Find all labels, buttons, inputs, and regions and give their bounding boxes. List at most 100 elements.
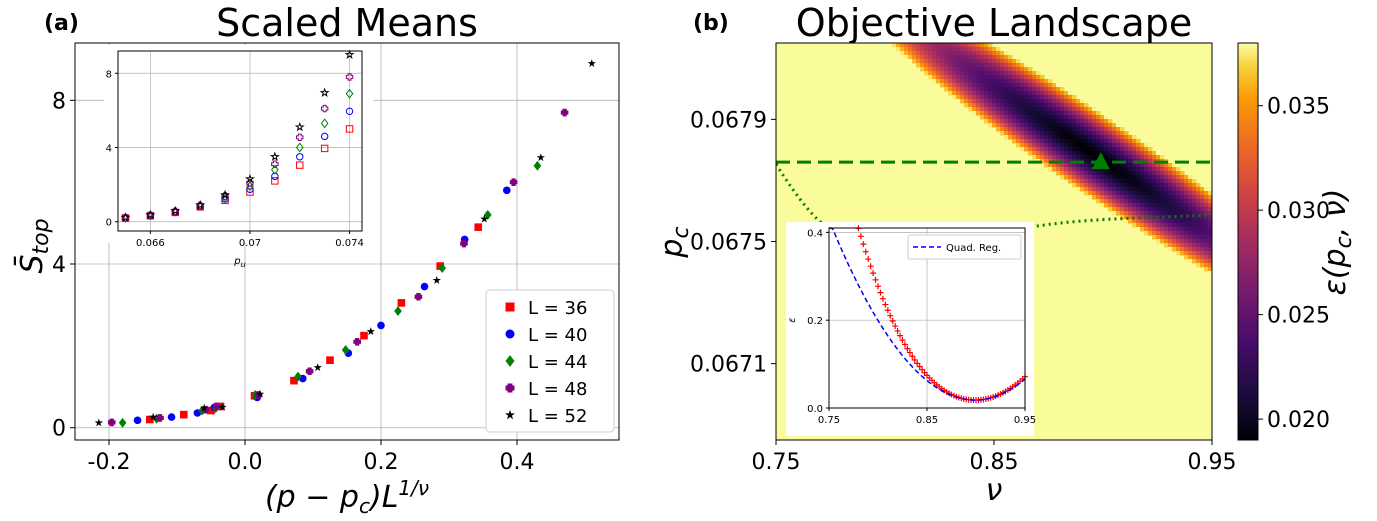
heatmap-cell — [1004, 127, 1009, 132]
heatmap-cell — [1132, 163, 1137, 168]
heatmap-cell — [1184, 235, 1189, 240]
heatmap-cell — [1160, 231, 1165, 236]
heatmap-cell — [1164, 203, 1169, 208]
heatmap-cell — [1136, 227, 1141, 232]
colorbar-tick-label: 0.020 — [1267, 408, 1330, 433]
heatmap-cell — [1044, 83, 1049, 88]
heatmap-cell — [1172, 211, 1177, 216]
heatmap-cell — [916, 47, 921, 52]
heatmap-cell — [948, 71, 953, 76]
heatmap-cell — [1100, 167, 1105, 172]
legend-a-label: L = 52 — [528, 406, 587, 427]
heatmap-cell — [948, 47, 953, 52]
heatmap-cell — [1144, 199, 1149, 204]
heatmap-cell — [1144, 187, 1149, 192]
heatmap-cell — [1036, 111, 1041, 116]
heatmap-cell — [1132, 175, 1137, 180]
inset-a-point-star — [319, 87, 330, 98]
heatmap-cell — [1172, 235, 1177, 240]
heatmap-cell — [1016, 71, 1021, 76]
heatmap-cell — [1080, 119, 1085, 124]
heatmap-cell — [1156, 171, 1161, 176]
heatmap-cell — [1080, 127, 1085, 132]
heatmap-cell — [1028, 91, 1033, 96]
heatmap-cell — [1180, 175, 1185, 180]
tick-b-y-label: 0.0679 — [690, 108, 767, 133]
tick-inset-a-x-label: 0.07 — [239, 238, 261, 249]
heatmap-cell — [1172, 199, 1177, 204]
heatmap-cell — [1028, 143, 1033, 148]
heatmap-cell — [1116, 123, 1121, 128]
heatmap-cell — [1084, 191, 1089, 196]
heatmap-cell — [1080, 123, 1085, 128]
heatmap-cell — [1112, 195, 1117, 200]
heatmap-cell — [1080, 99, 1085, 104]
heatmap-cell — [928, 51, 933, 56]
heatmap-cell — [1156, 163, 1161, 168]
heatmap-cell — [1200, 243, 1205, 248]
heatmap-cell — [1008, 127, 1013, 132]
heatmap-cell — [1104, 147, 1109, 152]
inset-b-ylabel: ε — [787, 317, 798, 323]
heatmap-cell — [1060, 111, 1065, 116]
heatmap-cell — [1116, 171, 1121, 176]
inset-b-data-point — [901, 341, 908, 348]
heatmap-cell — [1188, 183, 1193, 188]
heatmap-cell — [920, 55, 925, 60]
heatmap-cell — [1032, 115, 1037, 120]
heatmap-cell — [1132, 179, 1137, 184]
inset-a-point-star — [294, 121, 305, 132]
heatmap-cell — [1208, 263, 1212, 268]
heatmap-cell — [944, 79, 949, 84]
heatmap-cell — [1192, 243, 1197, 248]
heatmap-cell — [1096, 191, 1101, 196]
heatmap-cell — [1004, 79, 1009, 84]
heatmap-cell — [1080, 103, 1085, 108]
heatmap-cell — [1180, 207, 1185, 212]
heatmap-cell — [996, 107, 1001, 112]
heatmap-cell — [1064, 151, 1069, 156]
heatmap-cell — [1096, 115, 1101, 120]
heatmap-cell — [1076, 143, 1081, 148]
heatmap-cell — [1080, 167, 1085, 172]
heatmap-cell — [1200, 235, 1205, 240]
heatmap-cell — [1020, 135, 1025, 140]
heatmap-cell — [1068, 95, 1073, 100]
heatmap-cell — [1024, 135, 1029, 140]
heatmap-cell — [1104, 171, 1109, 176]
heatmap-cell — [1188, 207, 1193, 212]
heatmap-cell — [1048, 83, 1053, 88]
heatmap-cell — [1052, 167, 1057, 172]
heatmap-cell — [1204, 259, 1209, 264]
tick-inset-b-y-label: 0.0 — [807, 404, 823, 415]
heatmap-cell — [1056, 139, 1061, 144]
heatmap-cell — [1188, 251, 1193, 256]
heatmap-cell — [1148, 175, 1153, 180]
heatmap-cell — [996, 123, 1001, 128]
heatmap-cell — [1048, 95, 1053, 100]
heatmap-cell — [1088, 163, 1093, 168]
heatmap-cell — [1128, 215, 1133, 220]
heatmap-cell — [964, 59, 969, 64]
heatmap-cell — [964, 87, 969, 92]
heatmap-cell — [1076, 119, 1081, 124]
heatmap-cell — [1176, 247, 1181, 252]
heatmap-cell — [1188, 215, 1193, 220]
heatmap-cell — [1100, 123, 1105, 128]
heatmap-cell — [984, 67, 989, 72]
heatmap-cell — [944, 63, 949, 68]
heatmap-cell — [1120, 195, 1125, 200]
heatmap-cell — [960, 55, 965, 60]
heatmap-cell — [1116, 127, 1121, 132]
data-point-circle — [133, 416, 142, 425]
heatmap-cell — [1204, 251, 1209, 256]
heatmap-cell — [932, 63, 937, 68]
heatmap-cell — [960, 91, 965, 96]
data-point-square — [360, 331, 368, 340]
heatmap-cell — [1088, 191, 1093, 196]
heatmap-cell — [1196, 263, 1201, 268]
inset-b-data-point — [887, 312, 894, 319]
inset-b-data-point — [860, 241, 867, 248]
heatmap-cell — [1192, 187, 1197, 192]
heatmap-cell — [924, 59, 929, 64]
